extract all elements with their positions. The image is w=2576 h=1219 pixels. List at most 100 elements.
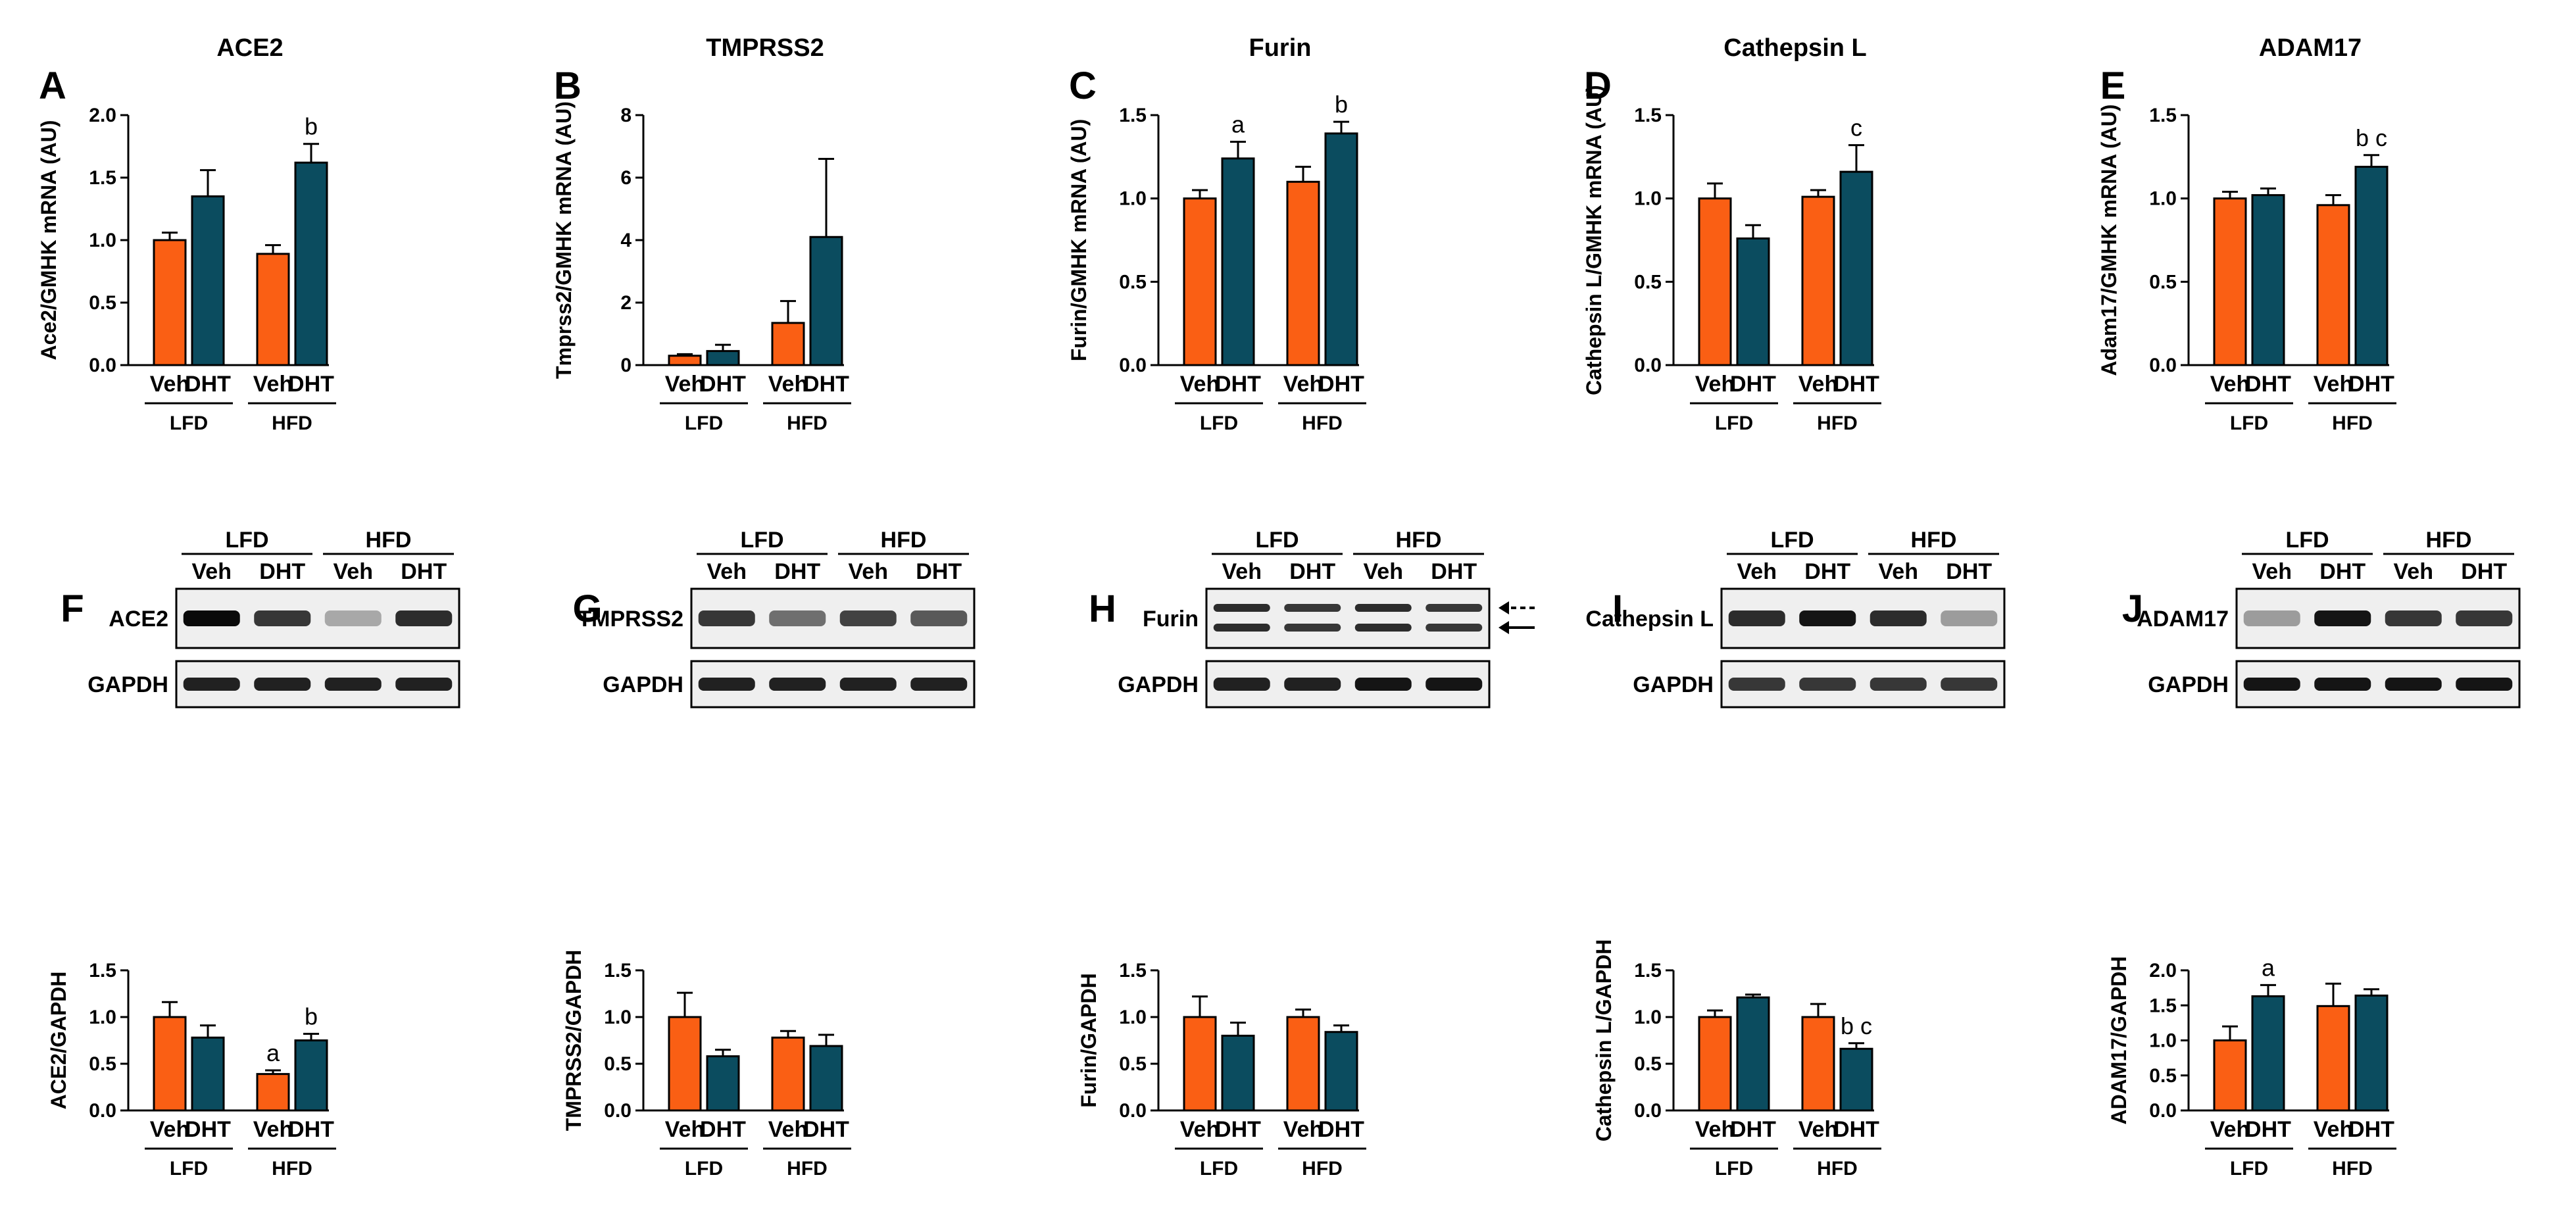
category-label: Veh: [768, 372, 808, 397]
bar: [668, 355, 702, 366]
y-axis-label: Cathepsin L/GMHK mRNA (AU): [1582, 85, 1606, 395]
category-label: DHT: [803, 1117, 849, 1142]
y-tick-label: 1.0: [1119, 1007, 1147, 1028]
blot-lane-label: Veh: [1737, 559, 1777, 584]
category-label: Veh: [665, 372, 705, 397]
panel-letter: J: [2122, 587, 2143, 630]
group-label: HFD: [1817, 1158, 1858, 1180]
y-tick-label: 0.5: [89, 292, 116, 314]
panel-letter: G: [572, 587, 602, 630]
blot-row-label: ACE2: [109, 607, 168, 632]
panel-title: TMPRSS2: [706, 34, 824, 62]
category-label: Veh: [2314, 372, 2353, 397]
bar: [2354, 166, 2389, 366]
panel-letter: A: [39, 64, 66, 107]
panel-letter: C: [1069, 64, 1097, 107]
y-tick-label: 2.0: [89, 105, 116, 126]
category-label: Veh: [253, 372, 293, 397]
bar: [1698, 1016, 1732, 1112]
blot-row-label: Cathepsin L: [1585, 607, 1714, 632]
bar: [1839, 170, 1873, 366]
category-label: Veh: [253, 1117, 293, 1142]
chart-C: C Furin 0.0 0.5 1.0 1.5 Furin/GMHK mRNA (AU) Ve…: [1067, 34, 1366, 434]
group-label: HFD: [787, 1158, 828, 1180]
group-label: LFD: [1715, 1158, 1753, 1180]
blot-band: [1425, 678, 1483, 691]
panel-letter: I: [1612, 587, 1623, 630]
y-tick-label: 0.5: [1634, 1053, 1662, 1075]
blot-band: [910, 678, 968, 691]
panel-D: D Cathepsin L 0.0 0.5 1.0 1.5 Cathepsin L/GMHK…: [1545, 0, 2060, 507]
category-label: DHT: [288, 372, 334, 397]
blot-group-label: HFD: [366, 528, 412, 553]
blot-lane-label: Veh: [1879, 559, 1918, 584]
category-label: DHT: [1833, 1117, 1879, 1142]
bar: [191, 195, 225, 366]
panel-title: Cathepsin L: [1723, 34, 1866, 62]
blot-lane-label: Veh: [1364, 559, 1403, 584]
category-label: Veh: [768, 1117, 808, 1142]
y-tick-label: 0.0: [1119, 1100, 1147, 1122]
blot-band: [183, 610, 240, 626]
category-label: Veh: [2210, 372, 2250, 397]
category-label: DHT: [2348, 372, 2394, 397]
blot-band: [1354, 678, 1412, 691]
bar: [1286, 180, 1320, 366]
chart-E: E ADAM17 0.0 0.5 1.0 1.5 Adam17/GMHK mRNA (AU)…: [2097, 34, 2396, 434]
blot-lane-label: Veh: [849, 559, 888, 584]
blot-band: [2456, 610, 2513, 626]
y-tick-label: 1.5: [1119, 960, 1147, 982]
group-label: LFD: [1715, 412, 1753, 434]
y-tick-label: 0.5: [1634, 271, 1662, 293]
bar: [1324, 132, 1358, 366]
blot-lane-label: DHT: [774, 559, 820, 584]
group-label: LFD: [170, 412, 208, 434]
y-tick-label: 0.0: [2149, 355, 2177, 376]
panel-letter: B: [554, 64, 582, 107]
y-tick-label: 0.5: [2149, 1065, 2177, 1087]
blot-band: [769, 678, 826, 691]
category-label: Veh: [2210, 1117, 2250, 1142]
group-label: HFD: [1302, 1158, 1343, 1180]
group-label: HFD: [2332, 412, 2373, 434]
blot-row-label: GAPDH: [603, 672, 683, 697]
category-label: DHT: [1730, 1117, 1776, 1142]
y-tick-label: 2: [620, 292, 632, 314]
group-label: HFD: [787, 412, 828, 434]
y-tick-label: 0: [620, 355, 632, 376]
arrow-head: [1499, 621, 1509, 634]
y-tick-label: 1.0: [2149, 1030, 2177, 1052]
y-tick-label: 1.0: [1119, 188, 1147, 210]
blot-lane-label: Veh: [2252, 559, 2292, 584]
blot-band: [1728, 678, 1785, 691]
y-tick-label: 0.5: [604, 1053, 632, 1075]
bar: [1183, 197, 1217, 366]
bar: [2251, 995, 2285, 1112]
blot-group-label: LFD: [1255, 528, 1299, 553]
blot-row-label: GAPDH: [1118, 672, 1199, 697]
chart-A: A ACE2 0.0 0.5 1.0 1.5 2.0 Ace2/GMHK mRNA (AU) V…: [37, 34, 336, 434]
y-axis-label: Tmprss2/GMHK mRNA (AU): [552, 101, 576, 379]
category-label: DHT: [1833, 372, 1879, 397]
y-tick-label: 0.0: [604, 1100, 632, 1122]
blot-row-label: ADAM17: [2137, 607, 2229, 632]
significance-label: b c: [2356, 124, 2387, 151]
category-label: DHT: [185, 1117, 231, 1142]
panel-H: H 0.0 0.5 1.0 1.5 Furin/GAPDH Veh DHT Veh DHT LFD H…: [1030, 507, 1545, 1216]
bar: [1183, 1016, 1217, 1112]
category-label: DHT: [1215, 1117, 1261, 1142]
bar: [1286, 1016, 1320, 1112]
group-label: HFD: [1302, 412, 1343, 434]
bar: [668, 1016, 702, 1112]
bar: [809, 236, 843, 366]
category-label: Veh: [1798, 372, 1838, 397]
category-label: Veh: [1798, 1117, 1838, 1142]
bar: [771, 322, 805, 366]
blot-lane-label: Veh: [707, 559, 747, 584]
blot-band: [2314, 678, 2371, 691]
blot-band: [1728, 610, 1785, 626]
y-tick-label: 0.0: [1634, 355, 1662, 376]
y-tick-label: 0.5: [2149, 271, 2177, 293]
group-label: LFD: [685, 412, 723, 434]
